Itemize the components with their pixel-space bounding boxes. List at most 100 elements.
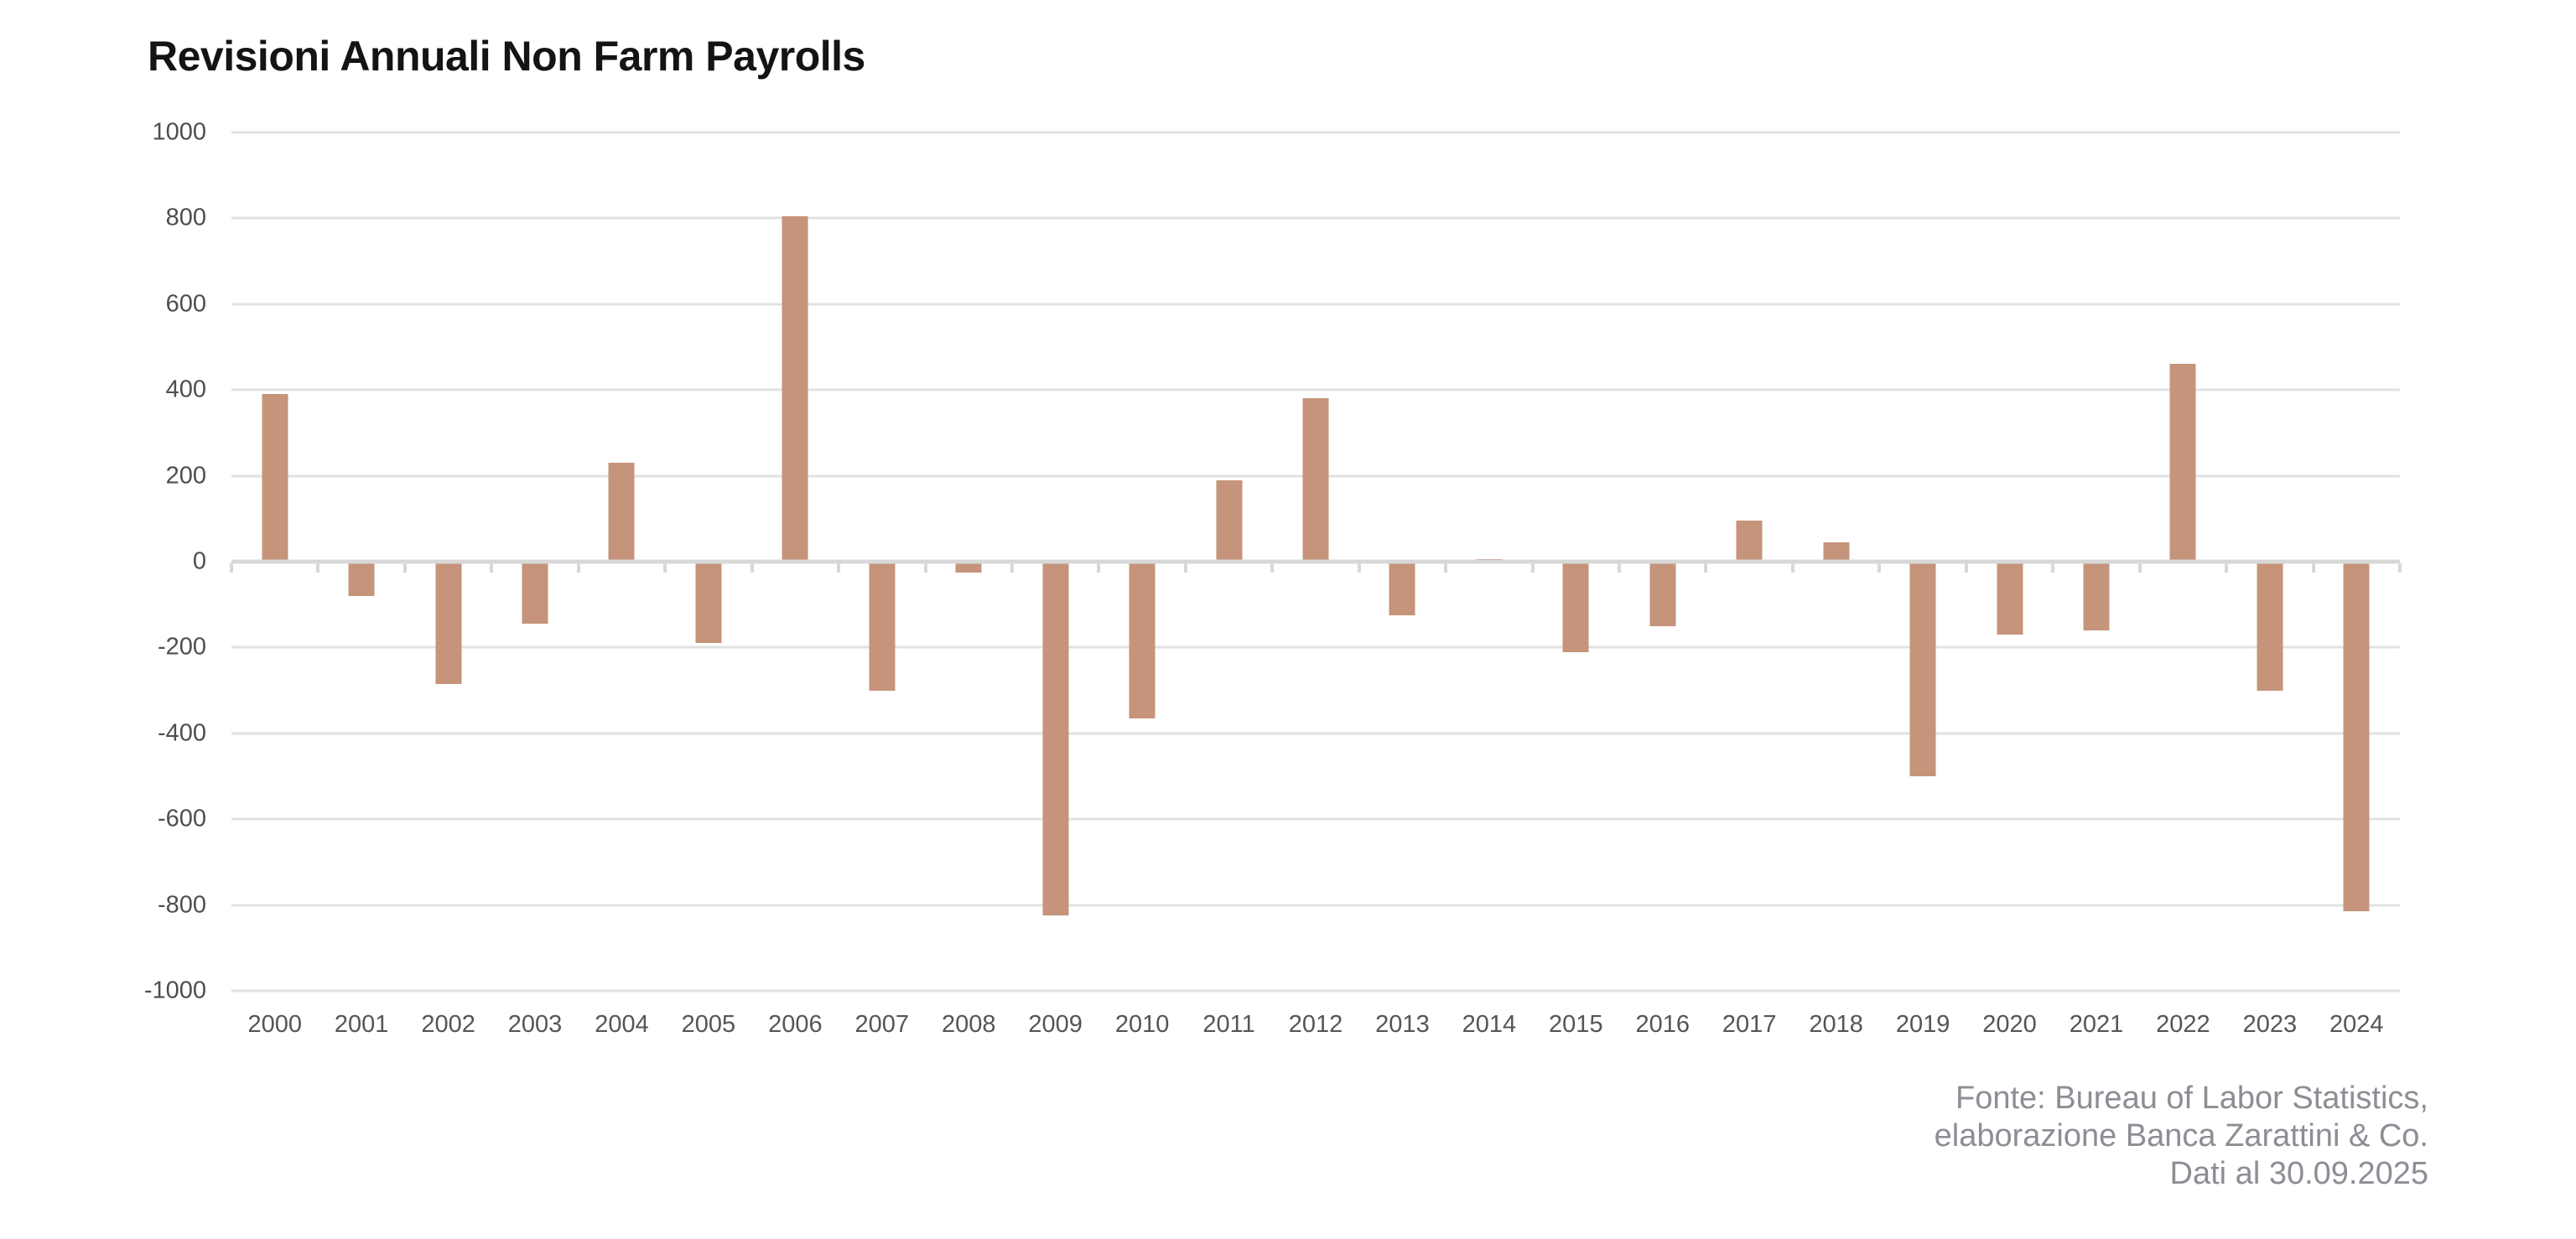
bar-2006 (782, 215, 808, 562)
x-axis-label-2014: 2014 (1462, 1011, 1517, 1038)
x-axis-label-2001: 2001 (334, 1011, 389, 1038)
x-axis-tick (1877, 563, 1882, 573)
x-axis-tick (1183, 563, 1187, 573)
chart-title: Revisioni Annuali Non Farm Payrolls (148, 33, 865, 80)
x-axis-label-2022: 2022 (2156, 1011, 2210, 1038)
gridline-y--200 (231, 645, 2400, 649)
x-axis-label-2024: 2024 (2329, 1011, 2384, 1038)
bar-2017 (1736, 521, 1763, 562)
plot-area (230, 131, 2402, 993)
x-axis-tick (1704, 563, 1708, 573)
x-axis-label-2008: 2008 (941, 1011, 996, 1038)
x-axis-label-2009: 2009 (1028, 1011, 1083, 1038)
x-axis-tick (1530, 563, 1535, 573)
bar-2021 (2083, 562, 2110, 630)
x-axis-label-2021: 2021 (2069, 1011, 2124, 1038)
x-axis-label-2011: 2011 (1202, 1011, 1255, 1038)
y-axis-label: 600 (165, 290, 206, 318)
y-axis-label: -1000 (143, 977, 206, 1004)
source-line: Dati al 30.09.2025 (2169, 1156, 2428, 1191)
x-axis-tick (2225, 563, 2229, 573)
gridline-y-600 (231, 303, 2400, 306)
x-axis-tick (230, 563, 233, 573)
x-axis-tick (2137, 563, 2142, 573)
x-axis-label-2015: 2015 (1549, 1011, 1603, 1038)
x-axis-label-2007: 2007 (854, 1011, 910, 1038)
y-axis-label: 1000 (152, 118, 206, 146)
bar-2024 (2343, 562, 2370, 912)
bar-2022 (2169, 364, 2196, 562)
x-axis-tick (1618, 563, 1622, 573)
x-axis-tick (2311, 563, 2315, 573)
x-axis-label-2018: 2018 (1809, 1011, 1863, 1038)
bar-2019 (1909, 562, 1936, 776)
y-axis-label: -600 (157, 805, 206, 832)
x-axis-tick (316, 563, 320, 573)
source-line: Fonte: Bureau of Labor Statistics, (1955, 1081, 2428, 1116)
x-axis-tick (576, 563, 580, 573)
gridline-y-1000 (231, 131, 2400, 134)
x-axis-label-2017: 2017 (1722, 1011, 1777, 1038)
bar-2000 (262, 394, 288, 562)
source-line: elaborazione Banca Zarattini & Co. (1934, 1118, 2428, 1153)
x-axis-tick (1790, 563, 1794, 573)
x-axis-tick (490, 563, 494, 573)
x-axis-label-2023: 2023 (2242, 1011, 2298, 1038)
y-axis-label: -800 (157, 891, 206, 919)
x-axis-label-2019: 2019 (1895, 1011, 1950, 1038)
bar-2009 (1042, 562, 1069, 916)
x-axis-label-2013: 2013 (1375, 1011, 1430, 1038)
bar-2010 (1129, 562, 1156, 718)
y-axis-label: 400 (165, 376, 206, 403)
x-axis-label-2006: 2006 (768, 1011, 823, 1038)
y-axis-label: -200 (157, 633, 206, 661)
x-axis-tick (2398, 563, 2402, 573)
gridline-y--600 (231, 817, 2400, 821)
x-axis-label-2005: 2005 (681, 1011, 736, 1038)
x-axis-label-2020: 2020 (1982, 1011, 2037, 1038)
bar-2007 (869, 562, 896, 691)
bar-2003 (522, 562, 548, 625)
bar-2012 (1302, 398, 1329, 562)
source-note: Fonte: Bureau of Labor Statistics, elabo… (1935, 1080, 2428, 1193)
bar-2016 (1649, 562, 1676, 626)
x-axis-label-2010: 2010 (1114, 1011, 1170, 1038)
bar-2001 (348, 562, 375, 596)
y-axis-label: -400 (157, 719, 206, 747)
gridline-y--800 (231, 904, 2400, 907)
x-axis-line (231, 559, 2400, 564)
x-axis-label-2003: 2003 (507, 1011, 563, 1038)
x-axis-tick (663, 563, 667, 573)
y-axis-label: 0 (192, 547, 206, 575)
x-axis-label-2000: 2000 (247, 1011, 302, 1038)
y-axis-label: 800 (165, 204, 206, 231)
y-axis-labels: 1000 800 600 400 200 0 -200 -400 -600 -800 -1000 (0, 119, 206, 1004)
bar-2013 (1389, 562, 1415, 615)
x-axis-tick (837, 563, 841, 573)
x-axis-tick (1357, 563, 1361, 573)
x-axis-tick (2051, 563, 2055, 573)
bar-2015 (1562, 562, 1589, 652)
gridline-y--400 (231, 732, 2400, 735)
x-axis-tick (923, 563, 927, 573)
x-axis-label-2004: 2004 (595, 1011, 649, 1038)
x-axis-label-2016: 2016 (1635, 1011, 1690, 1038)
bar-2008 (955, 562, 982, 573)
x-axis-tick (1964, 563, 1968, 573)
bar-2018 (1823, 542, 1850, 562)
x-axis-tick (1270, 563, 1275, 573)
bar-2005 (695, 562, 722, 644)
x-axis-tick (1010, 563, 1014, 573)
bar-2002 (435, 562, 462, 684)
x-axis-label-2012: 2012 (1288, 1011, 1343, 1038)
y-axis-label: 200 (165, 462, 206, 490)
x-axis-tick (1097, 563, 1101, 573)
x-axis-labels: 2000 2001 2002 2003 2004 2005 2006 2007 2008 2009… (231, 1004, 2400, 1055)
bar-2004 (608, 463, 635, 562)
bar-2020 (1997, 562, 2023, 635)
x-axis-label-2002: 2002 (421, 1011, 475, 1038)
x-axis-tick (1444, 563, 1448, 573)
gridline-y-400 (231, 388, 2400, 391)
bar-2011 (1216, 480, 1243, 562)
